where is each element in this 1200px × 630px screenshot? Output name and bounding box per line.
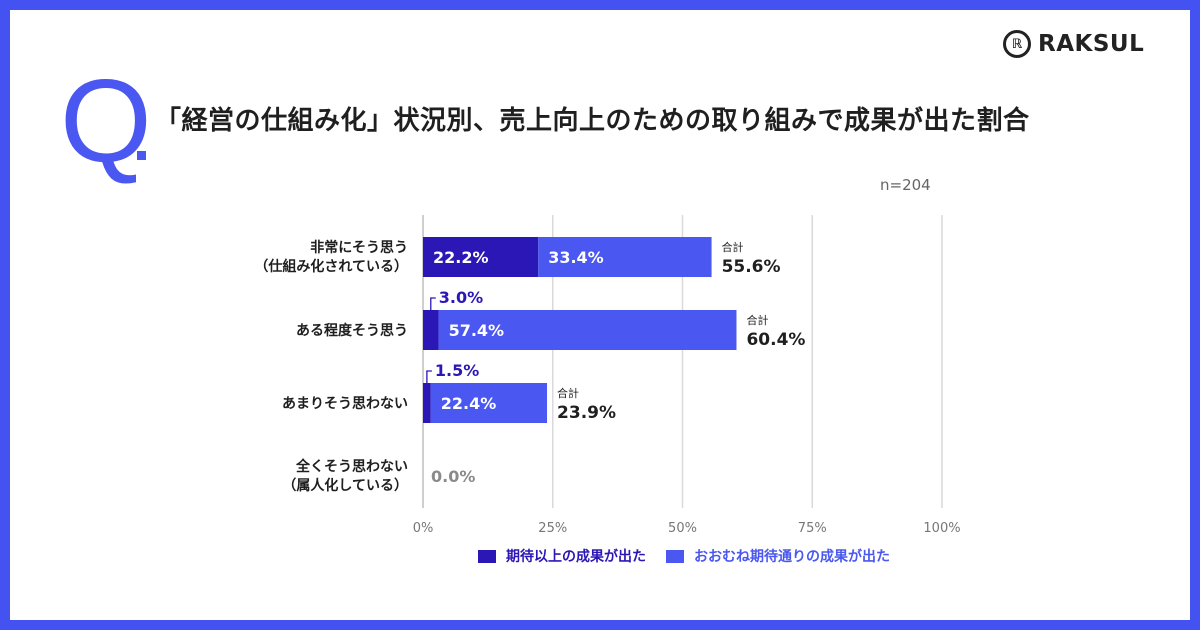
brand-logo: ℝ RAKSUL bbox=[1003, 30, 1144, 58]
total-caption: 合計 bbox=[557, 386, 579, 400]
bar-exceeded bbox=[423, 383, 431, 423]
bar-met bbox=[438, 310, 737, 350]
total-value: 55.6% bbox=[722, 257, 781, 277]
legend-item-exceeded: 期待以上の成果が出た bbox=[478, 546, 646, 566]
x-tick-label: 100% bbox=[923, 521, 960, 536]
brand-name: RAKSUL bbox=[1038, 31, 1145, 57]
bar-met bbox=[430, 383, 548, 423]
bar-value-label: 3.0% bbox=[439, 288, 483, 307]
x-tick-label: 25% bbox=[538, 521, 567, 536]
total-caption: 合計 bbox=[722, 240, 744, 254]
q-dot bbox=[137, 151, 146, 160]
bar-exceeded bbox=[423, 310, 439, 350]
total-value: 60.4% bbox=[746, 330, 805, 350]
category-label: あまりそう思わない bbox=[282, 396, 408, 412]
legend: 期待以上の成果が出た おおむね期待通りの成果が出た bbox=[478, 546, 890, 566]
bar-value-label: 0.0% bbox=[431, 467, 475, 486]
category-sublabel: （仕組み化されている） bbox=[254, 258, 408, 275]
x-tick-label: 75% bbox=[798, 521, 827, 536]
bar-value-label: 57.4% bbox=[449, 321, 505, 340]
bar-value-label: 22.2% bbox=[433, 248, 489, 267]
x-tick-label: 0% bbox=[413, 521, 434, 536]
total-value: 23.9% bbox=[557, 403, 616, 423]
callout-line bbox=[426, 370, 432, 383]
sample-size: n=204 bbox=[880, 176, 931, 194]
category-label: ある程度そう思う bbox=[296, 322, 408, 339]
x-tick-label: 50% bbox=[668, 521, 697, 536]
bar-value-label: 33.4% bbox=[548, 248, 604, 267]
q-mark: Q bbox=[60, 55, 152, 187]
page-title: 「経営の仕組み化」状況別、売上向上のための取り組みで成果が出た割合 bbox=[155, 106, 1030, 136]
category-label: 全くそう思わない bbox=[295, 458, 408, 475]
legend-swatch-exceeded bbox=[478, 549, 496, 563]
category-sublabel: （属人化している） bbox=[282, 477, 408, 494]
bar-value-label: 1.5% bbox=[435, 361, 479, 380]
legend-item-met: おおむね期待通りの成果が出た bbox=[666, 546, 890, 566]
legend-label-exceeded: 期待以上の成果が出た bbox=[506, 549, 646, 565]
bar-met bbox=[538, 237, 712, 277]
total-caption: 合計 bbox=[746, 313, 768, 327]
raksul-logo-icon: ℝ bbox=[1003, 30, 1031, 58]
bar-value-label: 22.4% bbox=[441, 394, 497, 413]
legend-label-met: おおむね期待通りの成果が出た bbox=[694, 549, 890, 565]
callout-line bbox=[430, 297, 436, 310]
bar-exceeded bbox=[423, 237, 539, 277]
legend-swatch-met bbox=[666, 549, 684, 563]
category-label: 非常にそう思う bbox=[310, 239, 408, 256]
